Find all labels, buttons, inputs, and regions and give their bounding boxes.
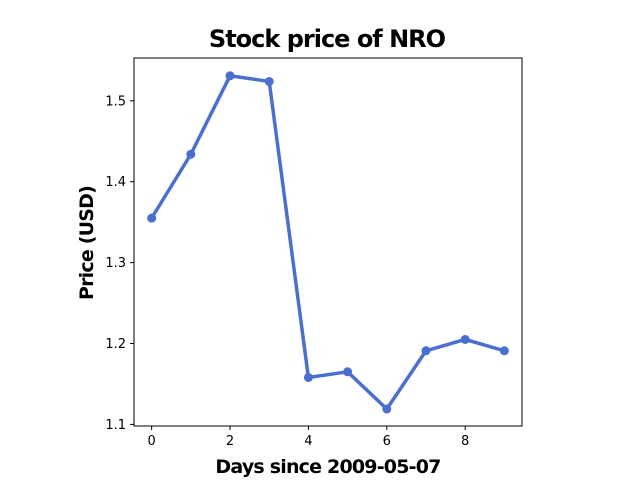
series-layer bbox=[147, 71, 509, 414]
x-tick-label: 2 bbox=[226, 434, 234, 449]
data-point bbox=[264, 76, 274, 86]
data-point bbox=[225, 71, 235, 81]
data-point bbox=[343, 367, 353, 377]
x-tick-label: 0 bbox=[147, 434, 155, 449]
y-tick-label: 1.5 bbox=[105, 94, 126, 109]
data-point bbox=[147, 213, 157, 223]
y-tick-label: 1.2 bbox=[105, 337, 126, 352]
y-tick-label: 1.1 bbox=[105, 418, 126, 433]
series-line bbox=[149, 74, 507, 411]
x-axis-label: Days since 2009-05-07 bbox=[215, 456, 440, 478]
x-tick-label: 8 bbox=[461, 434, 469, 449]
y-axis-label: Price (USD) bbox=[76, 186, 98, 300]
y-axis-ticks: 1.1 1.2 1.3 1.4 1.5 bbox=[105, 94, 134, 433]
data-point bbox=[382, 404, 392, 414]
x-tick-label: 6 bbox=[383, 434, 391, 449]
y-tick-label: 1.3 bbox=[105, 256, 126, 271]
data-point bbox=[460, 334, 470, 344]
x-axis-ticks: 0 2 4 6 8 bbox=[147, 426, 469, 449]
data-point bbox=[499, 346, 509, 356]
chart-title: Stock price of NRO bbox=[209, 25, 446, 53]
data-point bbox=[186, 149, 196, 159]
x-tick-label: 4 bbox=[304, 434, 312, 449]
plot-area-frame bbox=[133, 57, 523, 427]
data-point bbox=[303, 372, 313, 382]
y-tick-label: 1.4 bbox=[105, 175, 126, 190]
data-point bbox=[421, 346, 431, 356]
